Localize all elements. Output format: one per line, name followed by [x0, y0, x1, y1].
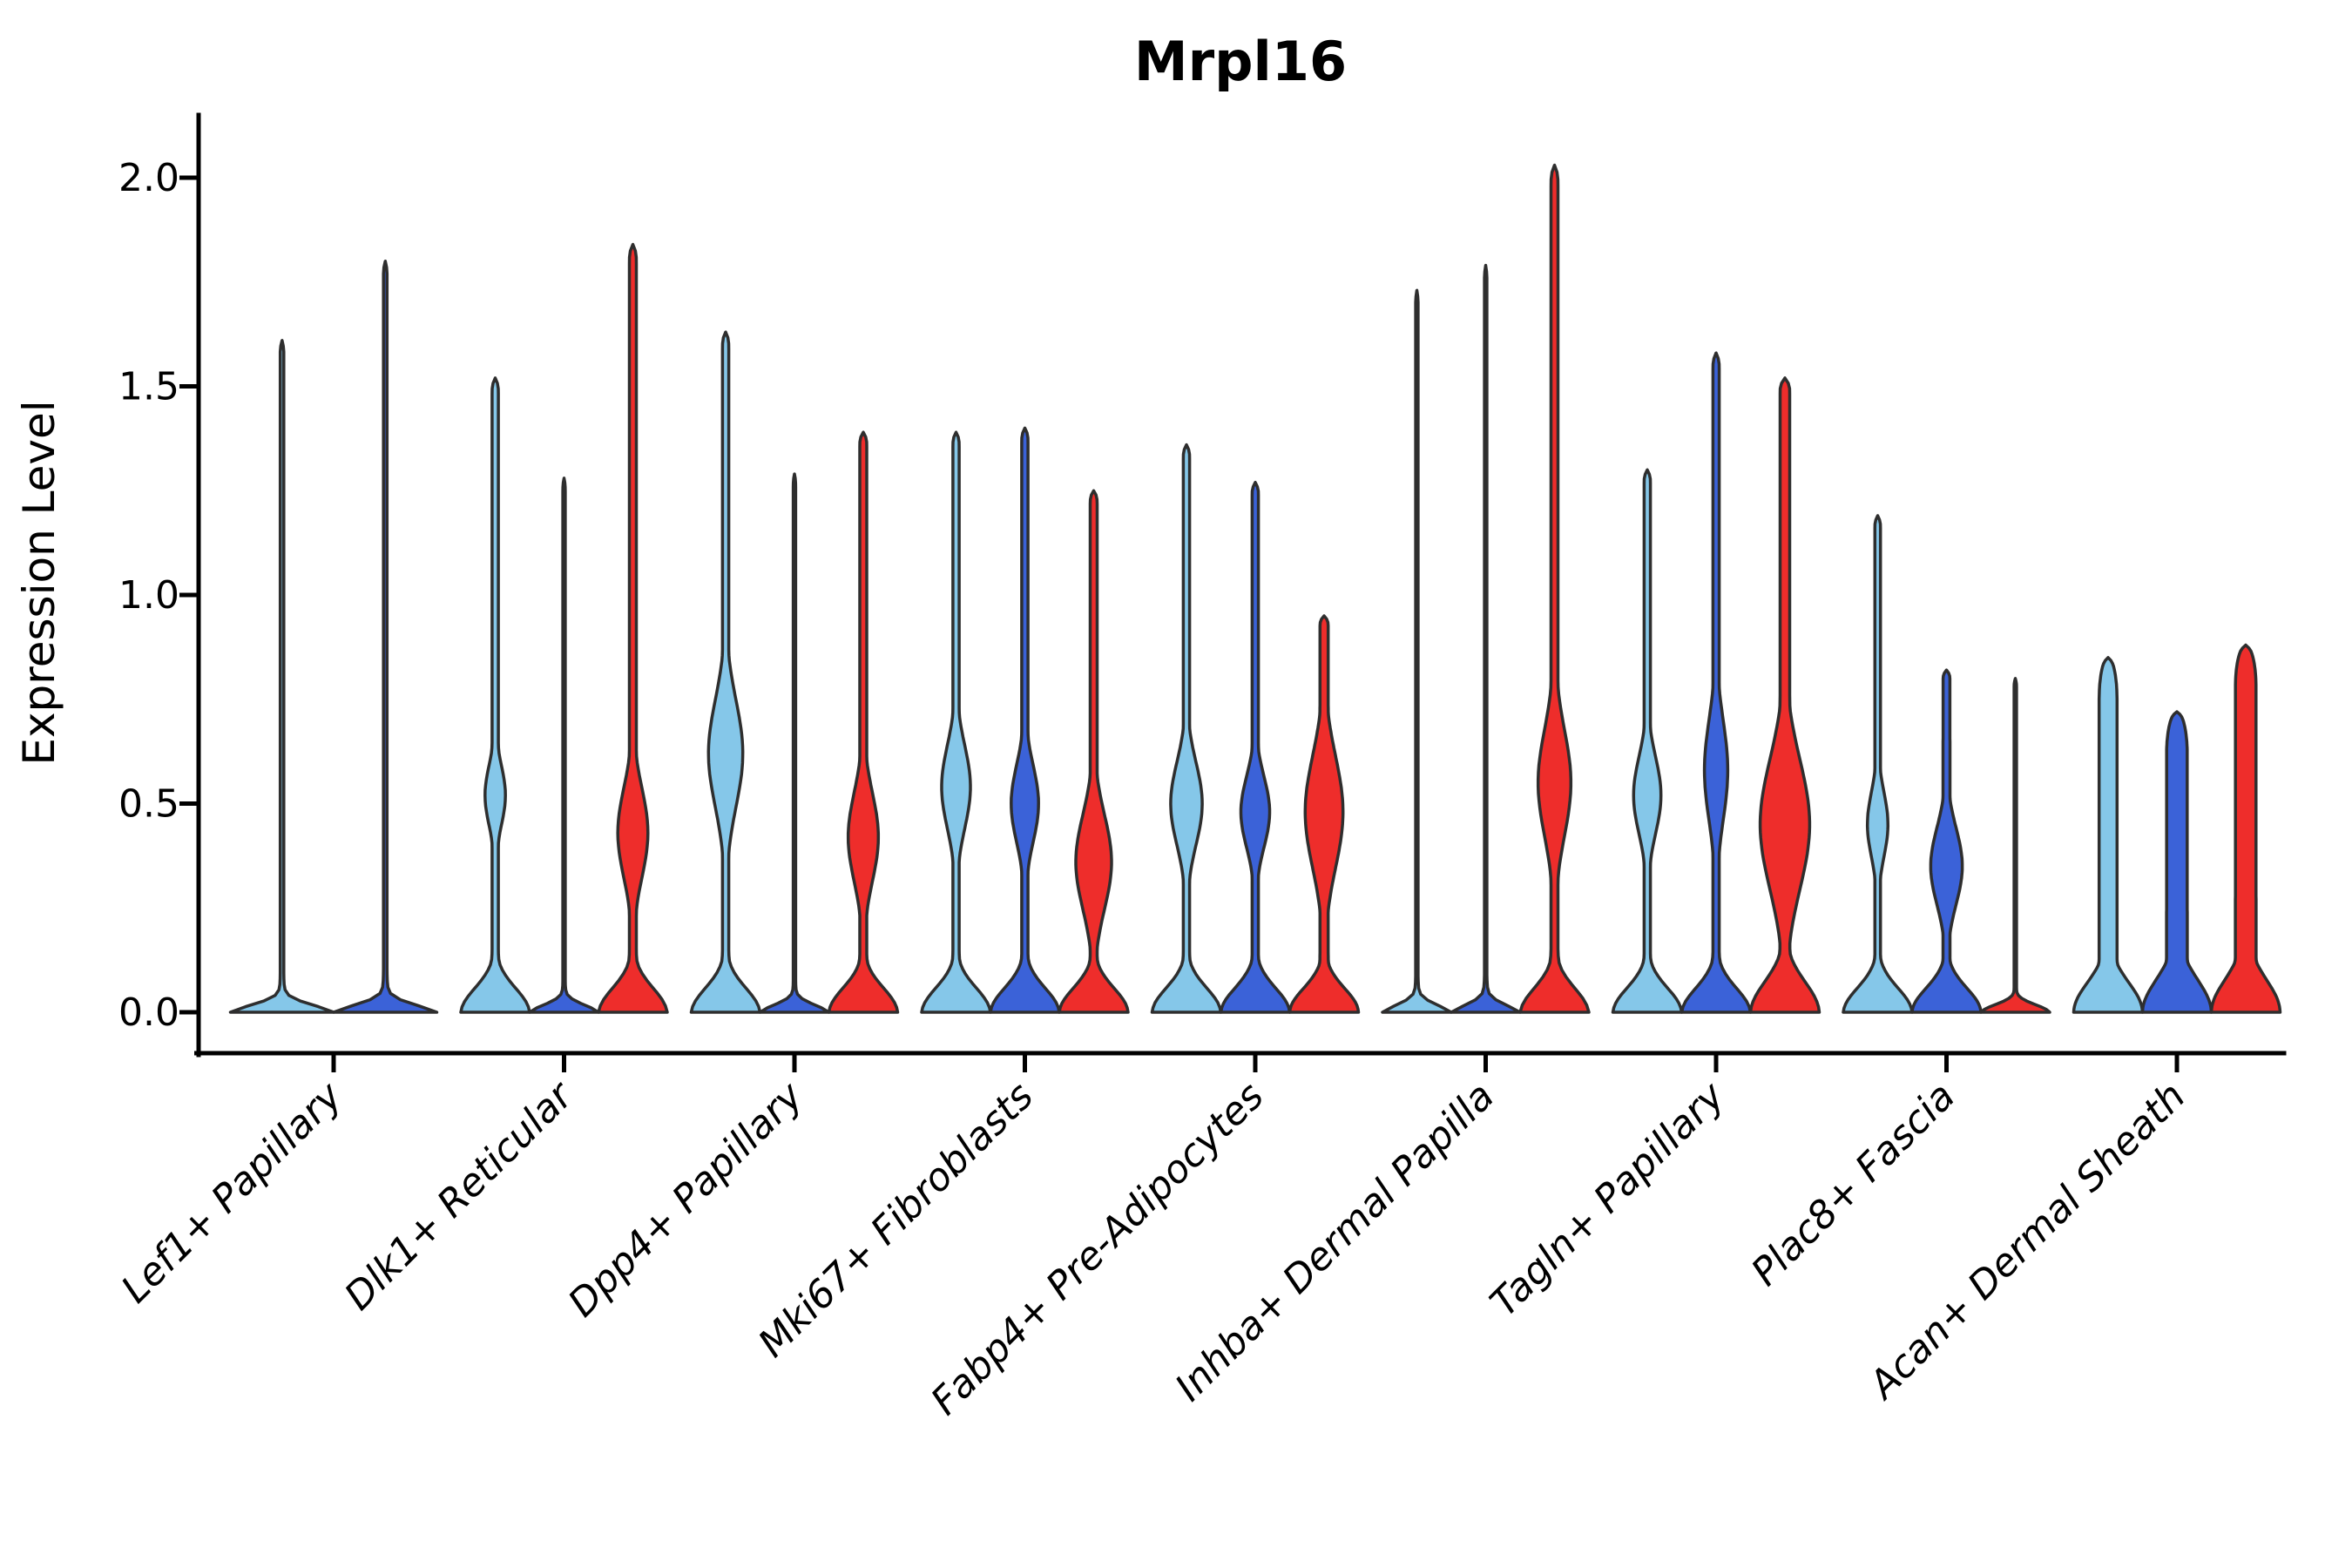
- violin-2-series3: [597, 242, 669, 1014]
- violins-layer: [228, 163, 2282, 1014]
- violin-5-series3: [1288, 614, 1361, 1014]
- violin-3-series1: [689, 330, 762, 1014]
- violin-4-series2: [989, 426, 1061, 1014]
- x-tick-label: Plac8+ Fascia: [1743, 1074, 1963, 1294]
- violin-2-series2: [528, 476, 600, 1014]
- violin-9-series2: [2140, 710, 2213, 1014]
- violin-4-series1: [920, 430, 992, 1014]
- violin-9-series3: [2209, 643, 2282, 1014]
- violin-6-series2: [1450, 263, 1522, 1014]
- violin-7-series2: [1680, 351, 1753, 1014]
- x-tick-label: Lef1+ Papillary: [113, 1073, 352, 1312]
- violin-6-series3: [1518, 163, 1591, 1014]
- violin-7-series3: [1748, 376, 1821, 1014]
- violin-3-series2: [758, 472, 831, 1014]
- x-tick-label: Tagln+ Papillary: [1482, 1073, 1734, 1325]
- y-tick-label: 1.0: [118, 573, 179, 618]
- y-axis-ticks: 0.0 0.5 1.0 1.5 2.0: [118, 156, 199, 1035]
- violin-1-series1: [228, 339, 335, 1014]
- x-tick-label: Dlk1+ Reticular: [336, 1072, 583, 1319]
- violin-8-series2: [1910, 668, 1983, 1014]
- violin-2-series1: [459, 376, 531, 1014]
- axes-spines: [194, 112, 2287, 1058]
- y-tick-label: 0.0: [118, 990, 179, 1035]
- violin-5-series2: [1219, 480, 1292, 1014]
- violin-8-series1: [1842, 514, 1914, 1014]
- violin-5-series1: [1150, 443, 1223, 1014]
- violin-7-series1: [1611, 468, 1684, 1014]
- violin-3-series3: [827, 430, 900, 1014]
- x-tick-label: Dpp4+ Papillary: [560, 1073, 813, 1326]
- violin-8-series3: [1979, 677, 2051, 1014]
- y-tick-label: 0.5: [118, 782, 179, 827]
- violin-6-series1: [1381, 288, 1453, 1014]
- y-axis-label: Expression Level: [14, 400, 64, 765]
- y-tick-label: 1.5: [118, 365, 179, 409]
- y-tick-label: 2.0: [118, 156, 179, 200]
- violin-4-series3: [1058, 489, 1130, 1014]
- violin-9-series1: [2072, 656, 2145, 1014]
- violin-1-series2: [332, 260, 439, 1014]
- chart-title: Mrpl16: [1134, 30, 1347, 93]
